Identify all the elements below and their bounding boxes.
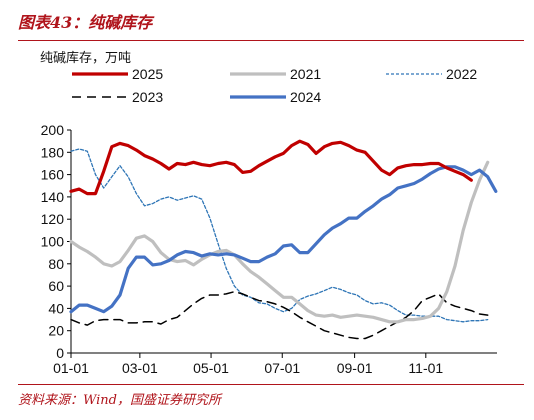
legend-label-2021: 2021 [290,66,321,82]
source-note: 资料来源：Wind，国盛证券研究所 [18,393,221,408]
y-tick-label: 100 [41,234,65,250]
series-line-2023 [70,290,489,340]
y-tick-label: 20 [48,323,64,339]
y-tick-label: 140 [41,189,65,205]
series-line-2024 [69,165,498,314]
chart-axes: 0 20 40 60 80 100 120 140 160 180 200 01-01 03-01 05-… [41,122,497,376]
chart-series-group [69,139,498,340]
legend-label-2025: 2025 [132,66,163,82]
series-line-2021 [69,160,490,324]
x-tick-label: 07-01 [264,360,300,376]
legend-label-2022: 2022 [446,66,477,82]
x-tick-label: 05-01 [193,360,229,376]
y-tick-label: 160 [41,167,65,183]
chart-legend: 2025 2021 2022 2023 2024 [72,66,477,105]
footer-rule [18,384,524,385]
y-tick-label: 120 [41,211,65,227]
x-tick-label: 11-01 [408,360,443,376]
y-tick-label: 60 [48,278,64,294]
title-rule [18,40,524,41]
y-tick-label: 200 [41,122,65,138]
y-tick-label: 0 [56,345,64,361]
y-axis-unit-label: 纯碱库存，万吨 [40,51,132,66]
y-tick-label: 40 [48,300,64,316]
y-tick-label: 80 [48,256,64,272]
inventory-line-chart: 2025 2021 2022 2023 2024 0 20 40 60 80 100 120 140 1… [41,66,498,376]
series-line-2022 [70,148,489,323]
x-tick-label: 09-01 [337,360,373,376]
figure-title: 图表43：纯碱库存 [18,13,153,32]
legend-label-2024: 2024 [290,89,321,105]
series-line-2025 [69,139,473,196]
x-tick-label: 01-01 [53,360,89,376]
x-tick-label: 03-01 [122,360,158,376]
y-tick-label: 180 [41,144,65,160]
legend-label-2023: 2023 [132,89,163,105]
